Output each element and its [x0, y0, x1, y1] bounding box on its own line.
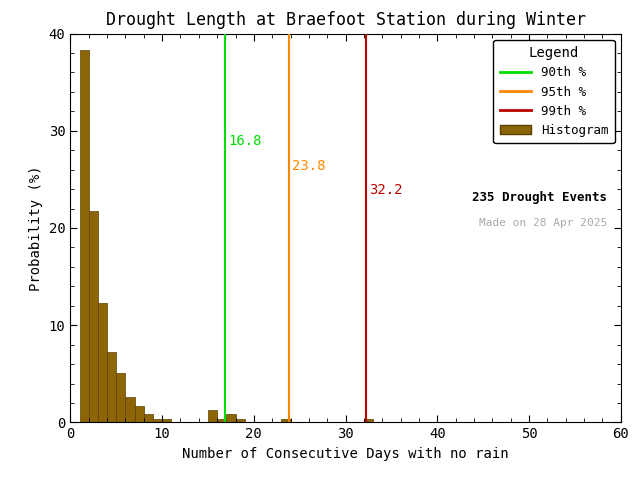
Bar — [208, 410, 217, 422]
Text: Made on 28 Apr 2025: Made on 28 Apr 2025 — [479, 218, 607, 228]
Bar — [282, 419, 291, 422]
Bar — [162, 419, 172, 422]
Bar — [79, 50, 89, 422]
Text: 235 Drought Events: 235 Drought Events — [472, 191, 607, 204]
Bar — [134, 406, 144, 422]
Bar — [227, 414, 236, 422]
Bar — [236, 419, 244, 422]
Bar — [125, 397, 134, 422]
Text: 32.2: 32.2 — [369, 183, 403, 197]
Text: 23.8: 23.8 — [292, 159, 326, 173]
Title: Drought Length at Braefoot Station during Winter: Drought Length at Braefoot Station durin… — [106, 11, 586, 29]
Legend: 90th %, 95th %, 99th %, Histogram: 90th %, 95th %, 99th %, Histogram — [493, 40, 614, 144]
Bar — [98, 303, 107, 422]
X-axis label: Number of Consecutive Days with no rain: Number of Consecutive Days with no rain — [182, 447, 509, 461]
Bar — [217, 419, 227, 422]
Bar — [153, 419, 162, 422]
Bar — [89, 212, 98, 422]
Bar — [364, 419, 373, 422]
Bar — [144, 414, 153, 422]
Y-axis label: Probability (%): Probability (%) — [29, 165, 44, 291]
Text: 16.8: 16.8 — [228, 134, 262, 148]
Bar — [107, 352, 116, 422]
Bar — [116, 373, 125, 422]
